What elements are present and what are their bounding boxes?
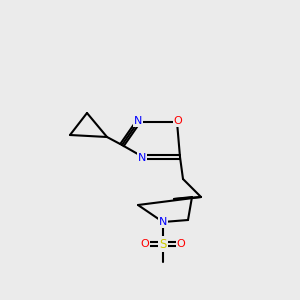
Text: S: S xyxy=(159,238,167,250)
Text: O: O xyxy=(174,116,182,126)
Text: O: O xyxy=(141,239,149,249)
Text: N: N xyxy=(159,217,167,227)
Text: N: N xyxy=(134,116,142,126)
Text: O: O xyxy=(177,239,185,249)
Text: N: N xyxy=(138,153,146,163)
